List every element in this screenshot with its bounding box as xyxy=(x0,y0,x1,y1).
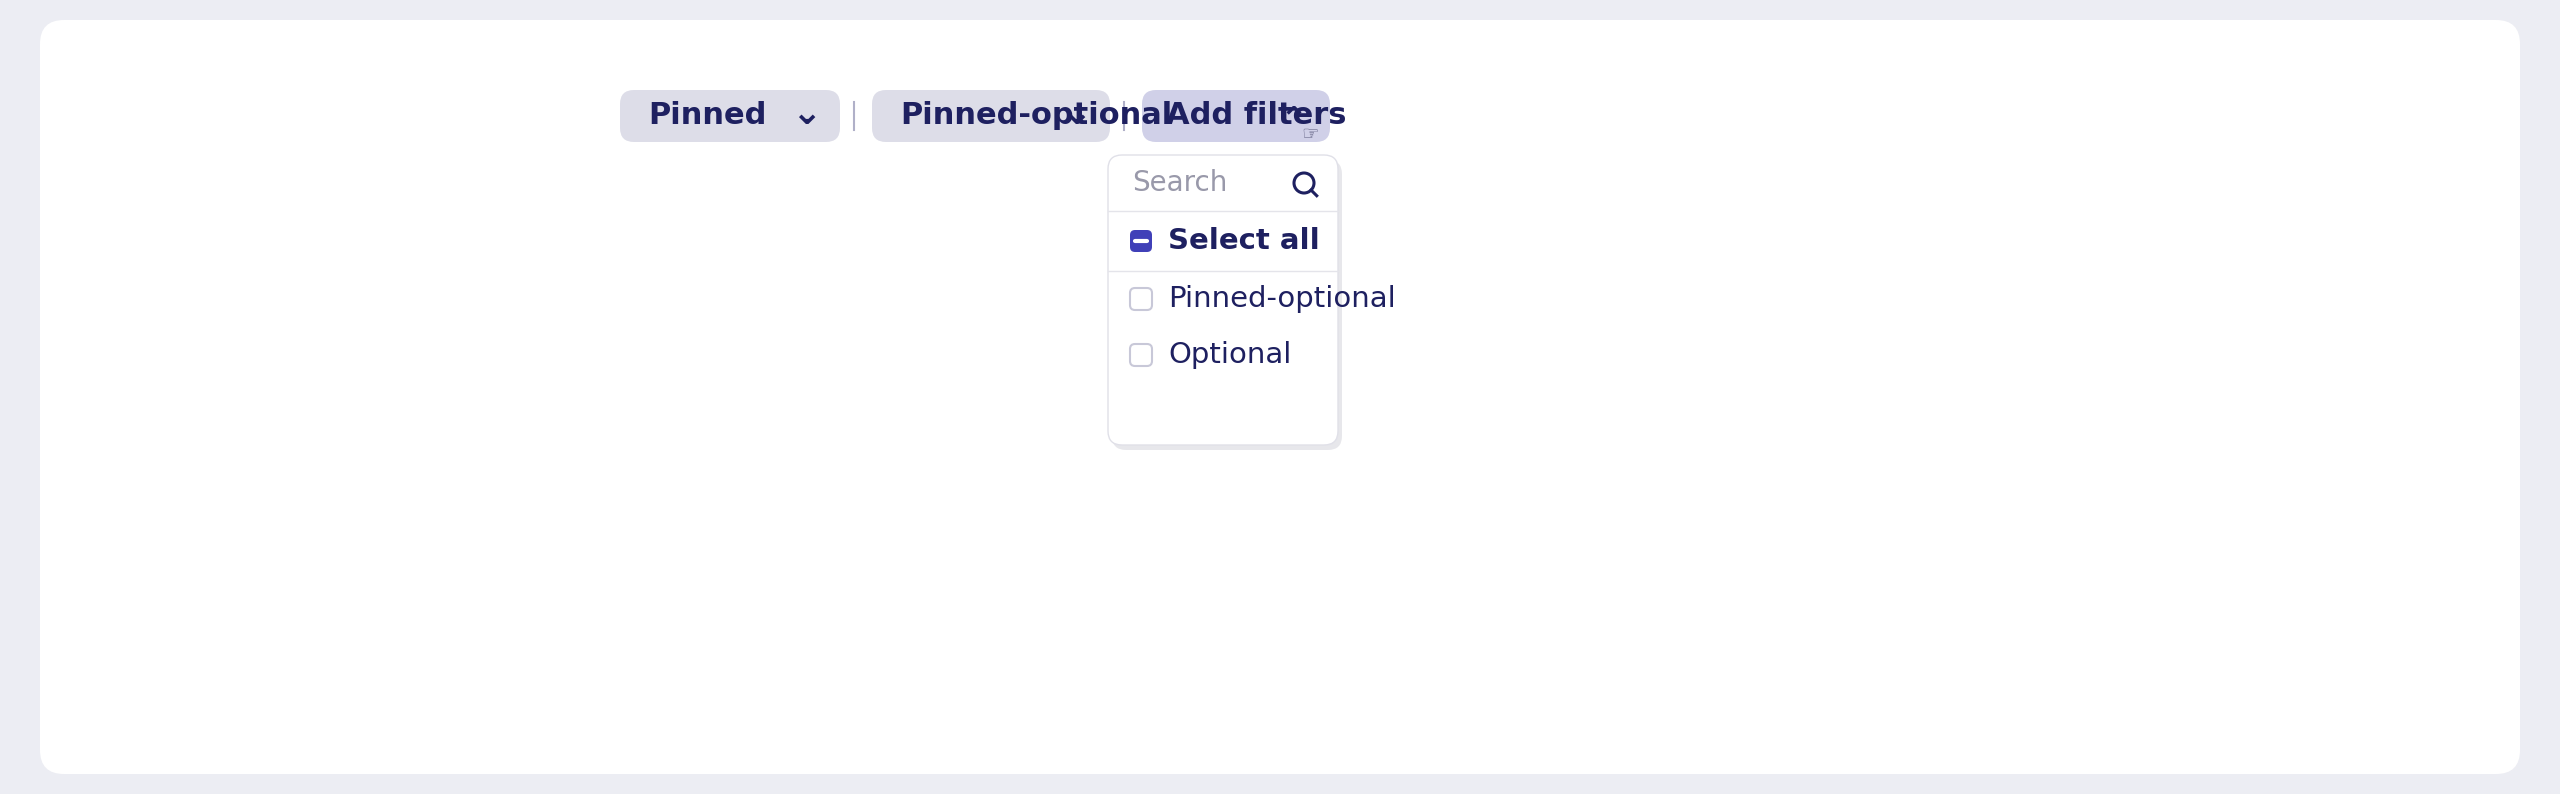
Text: Pinned: Pinned xyxy=(648,102,765,130)
FancyBboxPatch shape xyxy=(1142,90,1331,142)
FancyBboxPatch shape xyxy=(1129,288,1152,310)
Text: ☞: ☞ xyxy=(1300,125,1318,144)
FancyBboxPatch shape xyxy=(620,90,840,142)
Text: ⌄: ⌄ xyxy=(1060,97,1091,131)
Text: Optional: Optional xyxy=(1167,341,1290,369)
FancyBboxPatch shape xyxy=(1129,230,1152,252)
FancyBboxPatch shape xyxy=(1129,344,1152,366)
Text: ⌄: ⌄ xyxy=(791,97,822,131)
Text: Search: Search xyxy=(1132,169,1226,197)
Text: Select all: Select all xyxy=(1167,227,1321,255)
FancyBboxPatch shape xyxy=(1111,160,1341,450)
Text: Pinned-optional: Pinned-optional xyxy=(901,102,1172,130)
Text: Add filters: Add filters xyxy=(1165,102,1347,130)
Text: ⌃: ⌃ xyxy=(1280,103,1308,137)
FancyBboxPatch shape xyxy=(1108,155,1339,445)
FancyBboxPatch shape xyxy=(41,20,2519,774)
Text: Pinned-optional: Pinned-optional xyxy=(1167,285,1395,313)
FancyBboxPatch shape xyxy=(873,90,1111,142)
